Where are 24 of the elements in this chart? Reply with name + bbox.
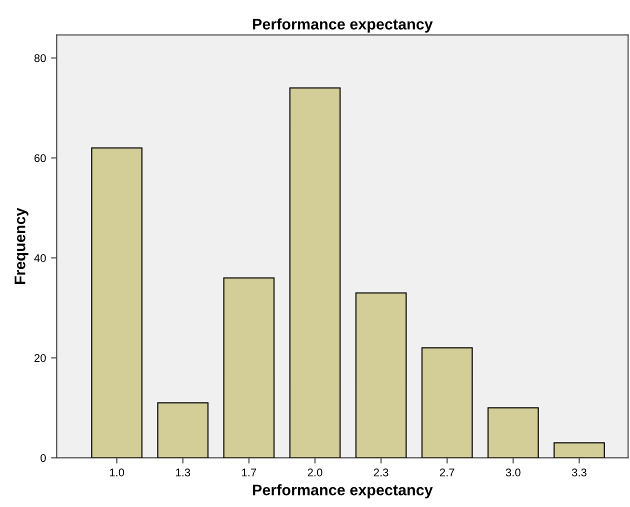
bar: [223, 277, 275, 458]
bar: [554, 442, 605, 458]
y-tick-label: 60: [34, 154, 46, 162]
x-tick-label: 3.0: [506, 468, 520, 476]
bar: [421, 347, 473, 458]
x-axis-title: Performance expectancy: [252, 484, 433, 498]
x-tick-label: 2.0: [308, 468, 322, 476]
x-tick-label: 1.3: [176, 468, 190, 476]
y-axis-title: Frequency: [14, 208, 28, 284]
bar: [157, 402, 209, 458]
y-tick-label: 40: [34, 254, 46, 262]
y-tick-label: 0: [40, 454, 46, 462]
x-tick-label: 2.3: [374, 468, 388, 476]
x-tick-label: 2.7: [440, 468, 454, 476]
bar: [91, 147, 142, 458]
bar: [488, 407, 539, 458]
bar: [355, 292, 407, 458]
y-tick-label: 80: [34, 54, 46, 62]
x-tick-label: 1.0: [110, 468, 124, 476]
bar: [289, 87, 341, 458]
chart-title: Performance expectancy: [252, 18, 433, 33]
x-tick-label: 1.7: [242, 468, 256, 476]
y-tick-label: 20: [34, 354, 46, 362]
x-tick-label: 3.3: [572, 468, 586, 476]
